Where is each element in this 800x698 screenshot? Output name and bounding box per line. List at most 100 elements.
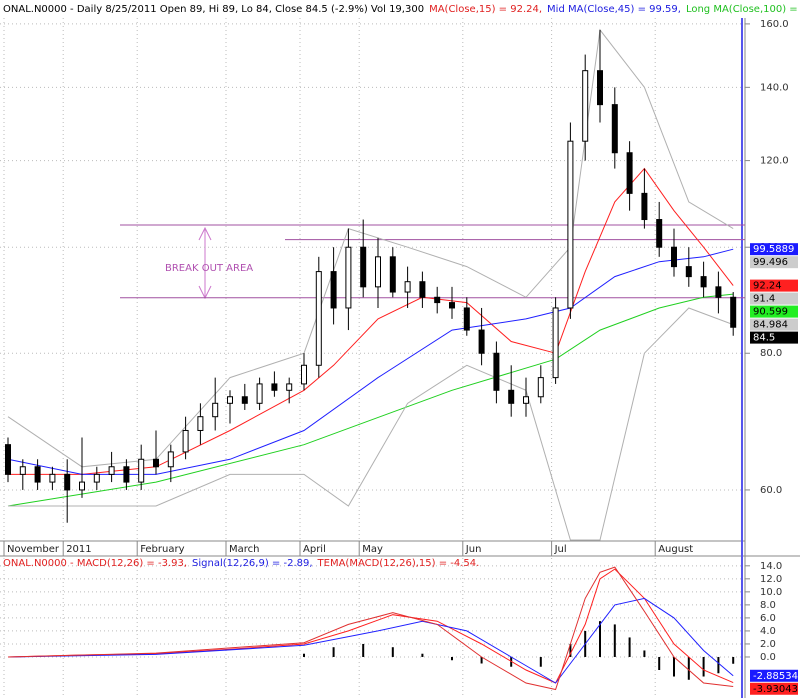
histogram-bar bbox=[332, 647, 335, 657]
histogram-bar bbox=[421, 653, 424, 657]
histogram-bar bbox=[569, 643, 572, 657]
candle-body bbox=[212, 402, 219, 418]
candle-body bbox=[434, 296, 441, 304]
candle-body bbox=[330, 271, 337, 309]
candle-body bbox=[345, 246, 352, 309]
candle-body bbox=[49, 473, 56, 483]
value-tag-label: 84.984 bbox=[753, 320, 788, 331]
candle-body bbox=[153, 458, 159, 468]
y-tick-label: 8.0 bbox=[760, 600, 776, 611]
candle-body bbox=[404, 281, 411, 293]
candle-body bbox=[597, 70, 603, 106]
candle-body bbox=[138, 458, 145, 483]
value-tag bbox=[750, 318, 798, 331]
y-tick-label: 80.0 bbox=[760, 348, 782, 359]
histogram-bar bbox=[362, 643, 365, 657]
candle-body bbox=[478, 329, 485, 354]
value-tag-label: -2.88534 bbox=[753, 671, 798, 682]
candle-body bbox=[271, 383, 278, 391]
histogram-bar bbox=[451, 656, 453, 661]
candle-body bbox=[700, 276, 707, 288]
histogram-bar bbox=[599, 621, 601, 657]
histogram-bar bbox=[480, 656, 483, 664]
value-tag-label: 99.5889 bbox=[753, 244, 794, 255]
indicator-line bbox=[7, 597, 734, 684]
candle-body bbox=[389, 256, 396, 293]
x-tick-label: April bbox=[303, 544, 326, 555]
histogram-bar bbox=[732, 656, 735, 664]
value-tag bbox=[750, 682, 798, 695]
value-tag-label: -3.93043 bbox=[753, 684, 798, 695]
candle-body bbox=[360, 246, 367, 288]
candle-body bbox=[93, 473, 100, 483]
y-tick-label: 60.0 bbox=[760, 485, 782, 496]
candle-body bbox=[626, 152, 633, 194]
candle-body bbox=[449, 302, 455, 309]
y-tick-label: 140.0 bbox=[760, 82, 789, 93]
candle-body bbox=[123, 466, 130, 483]
header-part: ONAL.N0000 - Daily 8/25/2011 Open 89, Hi… bbox=[3, 4, 424, 15]
value-tag bbox=[750, 279, 798, 292]
candle-body bbox=[730, 296, 737, 328]
y-tick-label: 4.0 bbox=[760, 626, 776, 637]
value-tag bbox=[750, 256, 798, 269]
annotation: BREAK OUT AREA bbox=[165, 263, 253, 274]
candle-body bbox=[715, 286, 722, 298]
panel-header: ONAL.N0000 - Daily 8/25/2011 Open 89, Hi… bbox=[3, 4, 800, 15]
value-tag bbox=[750, 243, 798, 256]
candle-body bbox=[671, 246, 677, 268]
candle-body bbox=[34, 466, 41, 483]
candle-body bbox=[301, 364, 307, 385]
candle-body bbox=[582, 70, 589, 142]
indicator-line bbox=[7, 248, 734, 475]
candle-body bbox=[5, 444, 11, 475]
candle-body bbox=[375, 256, 381, 288]
x-tick-label: 2011 bbox=[66, 544, 91, 555]
candle-body bbox=[508, 389, 515, 404]
y-tick-label: 14.0 bbox=[760, 561, 782, 572]
candle-body bbox=[315, 271, 322, 366]
histogram-bar bbox=[687, 656, 690, 680]
candle-body bbox=[685, 266, 692, 278]
candle-body bbox=[419, 281, 426, 298]
candle-body bbox=[108, 466, 115, 475]
candle-body bbox=[182, 429, 189, 453]
candle-body bbox=[64, 473, 71, 491]
x-tick-label: Jul bbox=[554, 544, 567, 555]
candle-body bbox=[256, 383, 263, 404]
header-part: Mid MA(Close,45) = 99.59, bbox=[547, 4, 681, 15]
y-tick-label: 160.0 bbox=[760, 19, 789, 30]
candle-body bbox=[611, 104, 618, 154]
value-tag bbox=[750, 669, 798, 682]
value-tag-label: 99.496 bbox=[753, 257, 788, 268]
indicator-line bbox=[7, 568, 734, 684]
panel-header: ONAL.N0000 - MACD(12,26) = -3.93, Signal(… bbox=[3, 558, 479, 569]
candle-body bbox=[656, 219, 663, 248]
header-part: ONAL.N0000 - MACD(12,26) = -3.93, bbox=[3, 558, 187, 569]
histogram-bar bbox=[658, 656, 661, 670]
histogram-bar bbox=[702, 656, 705, 677]
header-part: Long MA(Close,100) = 90.60, bbox=[686, 4, 800, 15]
indicator-line bbox=[8, 307, 734, 541]
candle-body bbox=[463, 307, 470, 331]
y-tick-label: 10.0 bbox=[760, 587, 782, 598]
y-tick-label: 6.0 bbox=[760, 613, 776, 624]
candle-body bbox=[567, 140, 574, 309]
value-tag-label: 84.5 bbox=[753, 333, 775, 344]
x-tick-label: August bbox=[658, 544, 693, 555]
header-part: MA(Close,15) = 92.24, bbox=[429, 4, 542, 15]
histogram-bar bbox=[628, 637, 631, 657]
candle-body bbox=[241, 396, 248, 404]
candle-body bbox=[19, 466, 26, 475]
indicator-line bbox=[7, 28, 734, 468]
value-tag-label: 91.4 bbox=[753, 294, 775, 305]
candle-body bbox=[79, 481, 85, 491]
x-tick-label: Jun bbox=[465, 544, 482, 555]
value-tag bbox=[750, 292, 798, 305]
histogram-bar bbox=[643, 650, 646, 657]
histogram-bar bbox=[539, 656, 542, 667]
y-tick-label: 0.0 bbox=[760, 652, 776, 663]
x-tick-label: February bbox=[140, 544, 184, 555]
value-tag bbox=[750, 331, 798, 344]
